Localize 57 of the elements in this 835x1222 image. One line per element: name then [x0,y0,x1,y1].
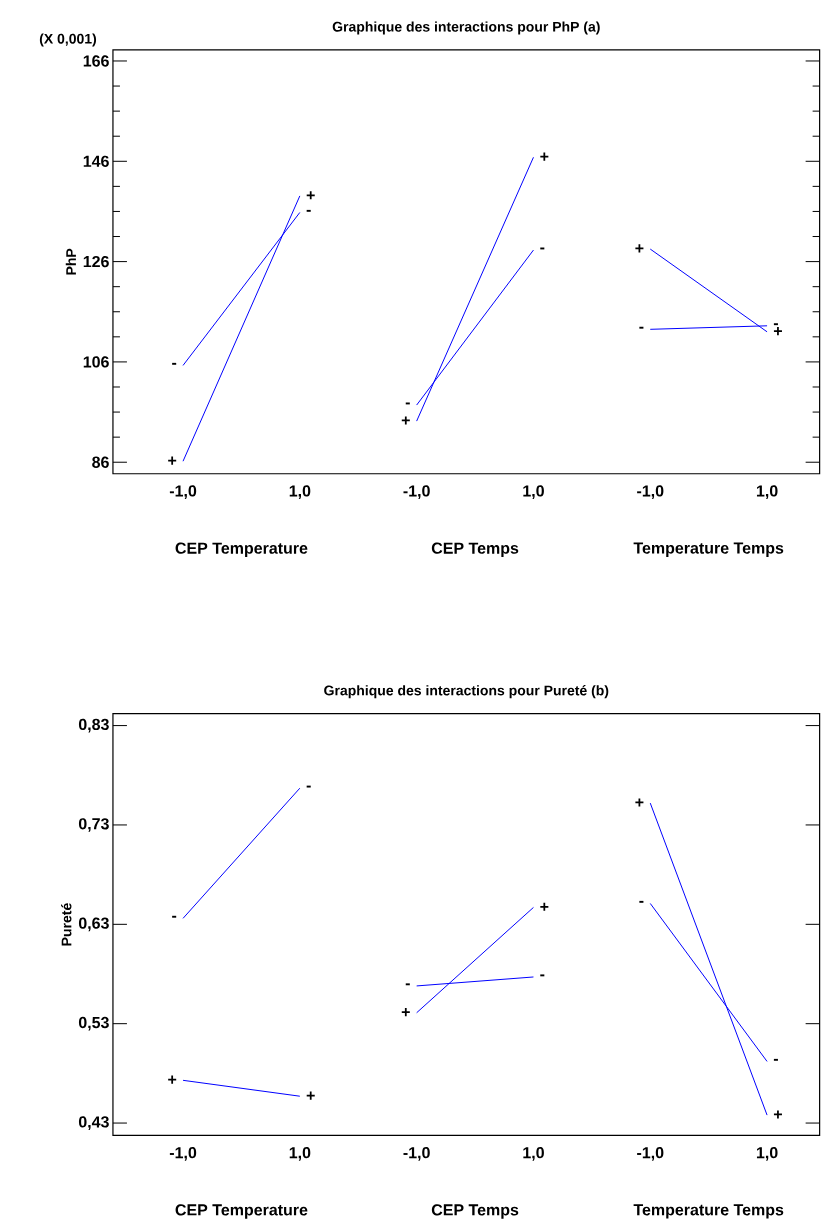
series-label: - [540,974,545,977]
y-tick-label: 0,73 [79,818,110,832]
series-label: + [168,456,177,465]
text: - [639,326,644,329]
text: - [405,402,410,405]
series-label: - [306,209,311,212]
text: - [172,915,177,918]
text: - [639,900,644,903]
text: Temperature Temps [633,1204,784,1219]
text: CEP Temps [432,542,519,557]
series-label: - [306,785,311,788]
chart-title: Graphique des interactions pour Pureté (b) [324,685,609,699]
y-tick-label: 126 [83,255,110,268]
text: + [306,1091,315,1100]
x-tick-label: -1,0 [170,1146,197,1161]
x-tick-label: -1,0 [403,1146,430,1161]
series-label: + [401,1008,410,1017]
series-label: + [168,1075,177,1084]
y-tick-label: 166 [83,55,110,67]
x-tick-label: -1,0 [637,1146,664,1161]
text: Temperature Temps [633,542,784,557]
series-label: - [774,323,779,326]
y-tick-label: 106 [83,356,110,368]
x-tick-label: 1,0 [523,485,545,499]
series-label: + [635,798,644,807]
x-tick-label: -1,0 [637,485,664,499]
series-label: - [774,1058,779,1061]
y-tick-label: 0,53 [79,1016,110,1031]
y-axis-title: Pureté [61,903,72,946]
x-tick-label: 1,0 [757,485,778,499]
x-tick-label: 1,0 [757,1146,778,1161]
x-tick-label: -1,0 [170,485,197,499]
chart-title: Graphique des interactions pour PhP (a) [332,21,600,35]
text: + [540,902,549,911]
x-tick-label: -1,0 [403,485,430,499]
text: - [405,983,410,986]
text: CEP Temps [432,1204,519,1219]
text: + [540,152,549,161]
text: + [774,327,783,336]
text: CEP Temperature [175,542,308,557]
y-tick-label: 146 [83,155,110,167]
text: + [306,191,315,200]
text: + [774,1110,783,1119]
x-tick-label: 1,0 [289,485,311,499]
text: (X 0,001) [40,33,97,47]
series-label: + [401,416,410,425]
series-label: - [540,247,545,250]
series-label: + [635,244,644,253]
y-axis-title: PhP [65,248,77,275]
y-tick-label: 86 [92,456,110,468]
x-tick-label: 1,0 [523,1146,545,1161]
y-tick-label: 0,83 [79,718,110,733]
x-tick-label: 1,0 [289,1146,311,1161]
y-tick-label: 0,43 [79,1116,110,1130]
text: CEP Temperature [175,1204,308,1219]
y-tick-label: 0,63 [79,917,110,932]
text: - [172,362,177,365]
